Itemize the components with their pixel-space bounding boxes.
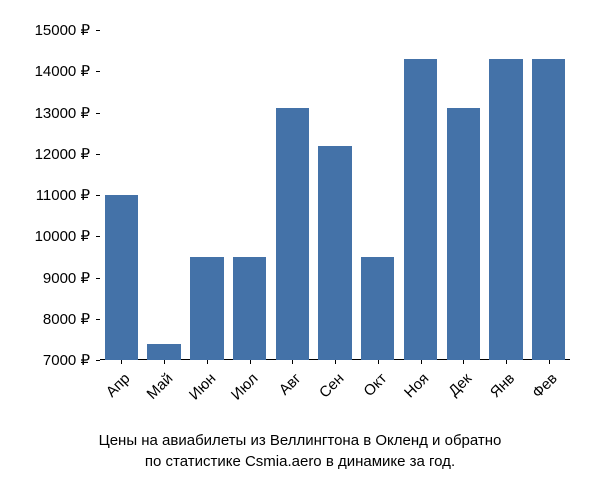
- y-axis: 7000 ₽8000 ₽9000 ₽10000 ₽11000 ₽12000 ₽1…: [20, 30, 95, 360]
- x-tick-mark: [463, 360, 464, 364]
- x-tick-label: Ноя: [401, 370, 432, 401]
- y-tick-label: 7000 ₽: [43, 351, 90, 369]
- x-tick-mark: [250, 360, 251, 364]
- bar: [404, 59, 437, 360]
- x-tick-label: Июл: [228, 370, 262, 404]
- bar-slot: [442, 30, 485, 360]
- y-tick-label: 14000 ₽: [35, 62, 90, 80]
- y-tick-mark: [96, 360, 100, 361]
- x-tick-mark: [421, 360, 422, 364]
- x-label-slot: Янв: [485, 368, 528, 428]
- y-tick-label: 10000 ₽: [35, 227, 90, 245]
- caption-line-1: Цены на авиабилеты из Веллингтона в Окле…: [99, 432, 502, 449]
- x-tick-label: Сен: [316, 370, 347, 401]
- y-tick-mark: [96, 113, 100, 114]
- y-tick-mark: [96, 154, 100, 155]
- caption-line-2: по статистике Csmia.aero в динамике за г…: [145, 453, 455, 470]
- chart-container: 7000 ₽ 8000 ₽ 9000 ₽ 10000 ₽ 11000 ₽ 12000 ₽ 1…: [20, 20, 580, 490]
- x-label-slot: Дек: [442, 368, 485, 428]
- x-label-slot: Июл: [228, 368, 271, 428]
- x-tick-label: Окт: [360, 370, 390, 400]
- bar-slot: [314, 30, 357, 360]
- bar-slot: [100, 30, 143, 360]
- x-tick-label: Апр: [103, 370, 134, 401]
- bar-slot: [356, 30, 399, 360]
- bar: [489, 59, 522, 360]
- y-tick-label: 8000 ₽: [43, 310, 90, 328]
- y-tick-label: 11000 ₽: [36, 186, 90, 204]
- x-tick-label: Авг: [276, 370, 305, 399]
- x-label-slot: Авг: [271, 368, 314, 428]
- y-tick-label: 9000 ₽: [43, 269, 90, 287]
- bar: [532, 59, 565, 360]
- y-tick-mark: [96, 319, 100, 320]
- bar: [190, 257, 223, 360]
- bar: [147, 344, 180, 361]
- y-tick-label: 15000 ₽: [35, 21, 90, 39]
- chart-caption: Цены на авиабилеты из Веллингтона в Окле…: [20, 430, 580, 472]
- y-tick-mark: [96, 236, 100, 237]
- x-tick-mark: [207, 360, 208, 364]
- x-axis-labels: Апр Май Июн Июл Авг Сен Окт Ноя Дек Янв Фев: [100, 368, 570, 428]
- x-tick-label: Янв: [487, 370, 518, 401]
- bar: [361, 257, 394, 360]
- bar: [105, 195, 138, 360]
- x-tick-label: Дек: [446, 370, 476, 400]
- x-label-slot: Июн: [185, 368, 228, 428]
- x-label-slot: Ноя: [399, 368, 442, 428]
- x-tick-mark: [549, 360, 550, 364]
- y-tick-mark: [96, 195, 100, 196]
- bar-slot: [527, 30, 570, 360]
- x-tick-mark: [335, 360, 336, 364]
- x-tick-mark: [121, 360, 122, 364]
- bar: [276, 108, 309, 360]
- x-tick-label: Май: [143, 370, 176, 403]
- x-label-slot: Окт: [356, 368, 399, 428]
- x-label-slot: Апр: [100, 368, 143, 428]
- bar-slot: [143, 30, 186, 360]
- bar: [233, 257, 266, 360]
- y-tick-mark: [96, 71, 100, 72]
- y-tick-label: 13000 ₽: [35, 104, 90, 122]
- x-label-slot: Сен: [314, 368, 357, 428]
- bar: [318, 146, 351, 361]
- x-tick-mark: [506, 360, 507, 364]
- x-tick-mark: [164, 360, 165, 364]
- bar-slot: [399, 30, 442, 360]
- x-label-slot: Май: [143, 368, 186, 428]
- y-tick-mark: [96, 278, 100, 279]
- bar-slot: [485, 30, 528, 360]
- y-tick-mark: [96, 30, 100, 31]
- x-tick-mark: [378, 360, 379, 364]
- bars-area: [100, 30, 570, 360]
- bar-slot: [185, 30, 228, 360]
- x-tick-label: Июн: [185, 370, 218, 403]
- x-label-slot: Фев: [527, 368, 570, 428]
- x-tick-mark: [292, 360, 293, 364]
- bar-slot: [271, 30, 314, 360]
- x-tick-label: Фев: [529, 370, 561, 402]
- bar-slot: [228, 30, 271, 360]
- bar: [447, 108, 480, 360]
- y-tick-label: 12000 ₽: [35, 145, 90, 163]
